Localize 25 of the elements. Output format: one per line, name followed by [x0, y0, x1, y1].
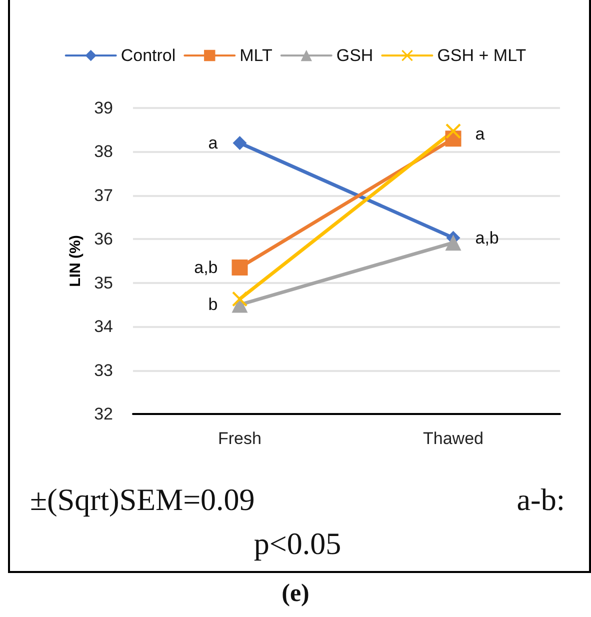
y-tick-label: 38: [94, 142, 113, 162]
point: [446, 124, 461, 139]
x-tick-label: Thawed: [423, 429, 484, 448]
y-tick-label: 36: [94, 230, 113, 249]
y-tick-label: 34: [94, 317, 113, 336]
y-tick-label: 37: [94, 186, 113, 205]
legend-label: Control: [120, 46, 176, 65]
y-tick-label: 33: [94, 360, 113, 380]
point: [232, 260, 248, 276]
y-tick-label: 39: [94, 98, 113, 118]
point: [232, 136, 247, 150]
y-tick-label: 32: [94, 404, 113, 424]
annotation: b: [208, 295, 218, 314]
text: (e): [280, 580, 310, 608]
y-tick-label: 35: [94, 273, 113, 292]
annotation: a,b: [475, 228, 499, 248]
annotation: a: [475, 124, 486, 144]
x-tick-label: Fresh: [218, 429, 262, 448]
text: ±(Sqrt)SEM=0.09 a-b: p<0.05: [30, 481, 565, 563]
legend-label: MLT: [240, 46, 272, 65]
annotation: a,b: [194, 258, 218, 278]
legend-label: GSH: [336, 46, 374, 65]
annotation: a: [208, 133, 218, 152]
y-axis-title: LIN (%): [67, 235, 84, 287]
legend-label: GSH + MLT: [437, 46, 526, 65]
